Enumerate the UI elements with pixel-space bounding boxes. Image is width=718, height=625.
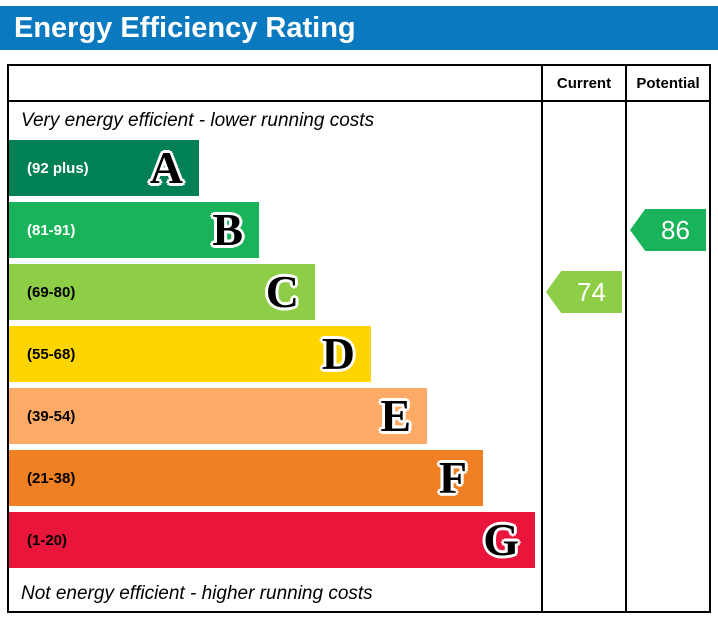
potential-column: 86: [625, 102, 709, 611]
bands-column: Very energy efficient - lower running co…: [9, 102, 541, 611]
page-title: Energy Efficiency Rating: [14, 11, 356, 44]
current-value: 74: [577, 276, 606, 307]
band-e-letter: E: [380, 390, 411, 441]
band-row-b: (81-91) B: [9, 202, 541, 264]
band-c: (69-80) C: [9, 264, 315, 320]
band-c-letter: C: [265, 266, 299, 317]
page-title-bar: Energy Efficiency Rating: [0, 6, 718, 50]
band-d-letter: D: [321, 328, 355, 379]
band-row-a: (92 plus) A: [9, 140, 541, 202]
band-g-range: (1-20): [27, 531, 68, 549]
band-g: (1-20) G: [9, 512, 535, 568]
top-note: Very energy efficient - lower running co…: [21, 110, 375, 131]
potential-arrow: 86: [630, 209, 706, 251]
header-spacer: [9, 66, 541, 102]
band-e: (39-54) E: [9, 388, 427, 444]
current-arrow: 74: [546, 271, 622, 313]
band-row-g: (1-20) G: [9, 512, 541, 574]
band-d-range: (55-68): [27, 345, 76, 363]
band-row-e: (39-54) E: [9, 388, 541, 450]
band-f-letter: F: [438, 452, 467, 503]
current-column: 74: [541, 102, 625, 611]
potential-value: 86: [661, 214, 690, 245]
header-current: Current: [541, 66, 625, 102]
band-a-range: (92 plus): [27, 159, 89, 177]
band-f: (21-38) F: [9, 450, 483, 506]
band-e-range: (39-54): [27, 407, 76, 425]
band-a-letter: A: [149, 142, 183, 193]
band-row-f: (21-38) F: [9, 450, 541, 512]
band-b-letter: B: [212, 204, 243, 255]
band-d: (55-68) D: [9, 326, 371, 382]
epc-chart: Current Potential Very energy efficient …: [7, 64, 711, 613]
band-c-range: (69-80): [27, 283, 76, 301]
band-a: (92 plus) A: [9, 140, 199, 196]
band-f-range: (21-38): [27, 469, 76, 487]
header-potential: Potential: [625, 66, 709, 102]
band-row-c: (69-80) C: [9, 264, 541, 326]
band-g-letter: G: [483, 514, 519, 565]
bottom-note: Not energy efficient - higher running co…: [21, 582, 373, 604]
band-b: (81-91) B: [9, 202, 259, 258]
band-row-d: (55-68) D: [9, 326, 541, 388]
band-b-range: (81-91): [27, 221, 76, 239]
